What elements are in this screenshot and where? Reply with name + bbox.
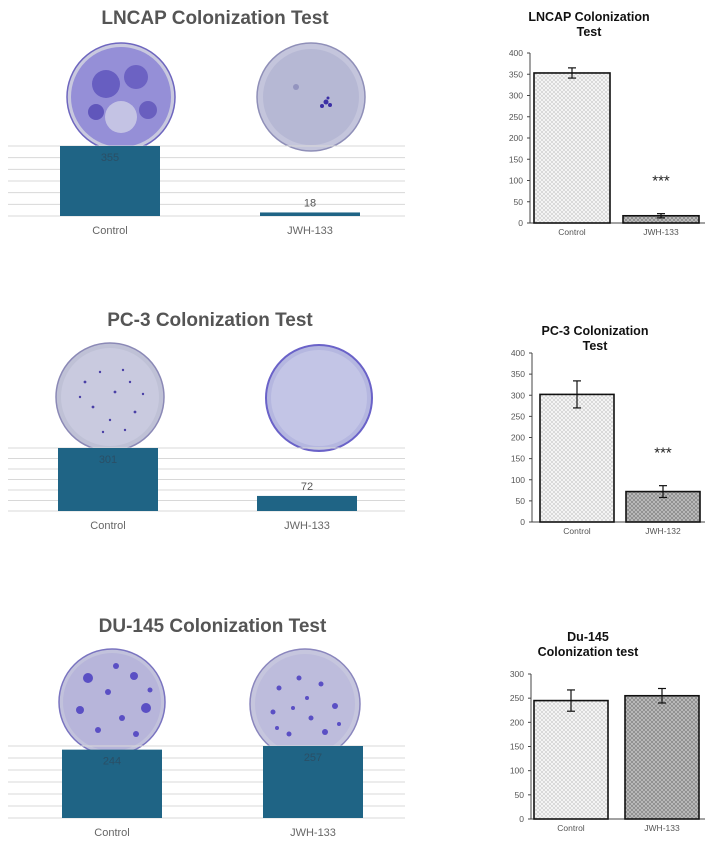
data-label: 257 [304, 752, 322, 764]
data-label: 244 [103, 756, 121, 768]
du145-control-dish-image [58, 648, 166, 756]
y-tick-label: 200 [511, 433, 525, 443]
y-tick-label: 350 [509, 69, 523, 79]
y-tick-label: 50 [515, 790, 525, 800]
bar [533, 699, 609, 820]
data-label: 72 [301, 481, 313, 493]
lncap-error-chart: 0 50 100 150 200 250 300 350 400 Control JWH-133 **… [509, 48, 705, 237]
y-tick-label: 200 [509, 133, 523, 143]
y-tick-label: 300 [511, 390, 525, 400]
y-tick-label: 250 [509, 112, 523, 122]
pc3-error-chart: 0 50 100 150 200 250 300 350 400 Control JWH-132 **… [511, 348, 705, 536]
lncap-control-dish-svg [66, 42, 176, 152]
y-tick-label: 250 [510, 693, 524, 703]
lncap-treated-dish-svg [256, 42, 366, 152]
category-label: Control [90, 520, 125, 532]
y-tick-label: 200 [510, 717, 524, 727]
pc3-treated-dish-image [265, 344, 373, 452]
bar [60, 146, 160, 216]
bar [624, 694, 700, 820]
du145-summary-chart: 244 Control 257 JWH-133 [8, 745, 405, 839]
significance-marker: *** [652, 173, 670, 190]
y-tick-label: 50 [514, 197, 524, 207]
du145-right-title: Du-145 Colonization test [537, 630, 639, 659]
data-label: 355 [101, 152, 119, 164]
category-label: Control [558, 227, 586, 237]
category-label: Control [563, 526, 591, 536]
significance-marker: *** [654, 445, 672, 462]
category-label: JWH-133 [644, 823, 680, 833]
category-label: JWH-132 [645, 526, 681, 536]
y-tick-label: 100 [511, 475, 525, 485]
pc3-left-title: PC-3 Colonization Test [107, 310, 313, 331]
y-tick-label: 50 [516, 496, 526, 506]
y-tick-label: 400 [509, 48, 523, 58]
y-tick-label: 0 [518, 218, 523, 228]
lncap-control-dish-image [66, 42, 176, 152]
data-label: 301 [99, 454, 117, 466]
data-label: 18 [304, 197, 316, 209]
y-tick-label: 300 [509, 91, 523, 101]
pc3-control-dish-svg [55, 342, 165, 452]
lncap-left-title: LNCAP Colonization Test [101, 8, 329, 29]
y-tick-label: 350 [511, 369, 525, 379]
lncap-summary-chart: 355 Control 18 JWH-133 [8, 145, 405, 237]
bar [533, 72, 611, 224]
y-tick-label: 0 [520, 517, 525, 527]
pc3-summary-chart: 301 Control 72 JWH-133 [8, 447, 405, 532]
pc3-right-title: PC-3 Colonization Test [541, 324, 649, 353]
category-label: JWH-133 [643, 227, 679, 237]
du145-treated-dish-image [249, 648, 361, 760]
bar [260, 212, 360, 216]
lncap-right-title: LNCAP Colonization Test [528, 10, 650, 39]
pc3-treated-dish-svg [265, 344, 373, 452]
bar [257, 495, 357, 511]
du145-treated-dish-svg [249, 648, 361, 760]
y-tick-label: 300 [510, 669, 524, 679]
category-label: Control [92, 225, 127, 237]
du145-left-title: DU-145 Colonization Test [98, 616, 327, 637]
y-tick-label: 0 [519, 814, 524, 824]
y-tick-label: 150 [509, 154, 523, 164]
y-tick-label: 100 [510, 766, 524, 776]
bar [58, 448, 158, 511]
category-label: Control [94, 827, 129, 839]
y-tick-label: 250 [511, 411, 525, 421]
du145-error-chart: 0 50 100 150 200 250 300 Control JWH-133 [510, 669, 705, 833]
category-label: JWH-133 [287, 225, 333, 237]
y-tick-label: 150 [510, 742, 524, 752]
du145-panel: DU-145 Colonization Test 244 Control 257 JW… [0, 600, 708, 841]
category-label: Control [557, 823, 585, 833]
bar [263, 746, 363, 818]
y-tick-label: 100 [509, 176, 523, 186]
pc3-panel: PC-3 Colonization Test 301 Control 72 JWH-1… [0, 300, 708, 560]
bar [62, 749, 162, 818]
bar [539, 393, 615, 523]
lncap-panel: LNCAP Colonization Test 355 Control 18 JWH-… [0, 0, 708, 260]
y-tick-label: 150 [511, 454, 525, 464]
category-label: JWH-133 [284, 520, 330, 532]
y-tick-label: 400 [511, 348, 525, 358]
pc3-control-dish-image [55, 342, 165, 452]
lncap-treated-dish-image [256, 42, 366, 152]
du145-control-dish-svg [58, 648, 166, 756]
category-label: JWH-133 [290, 827, 336, 839]
